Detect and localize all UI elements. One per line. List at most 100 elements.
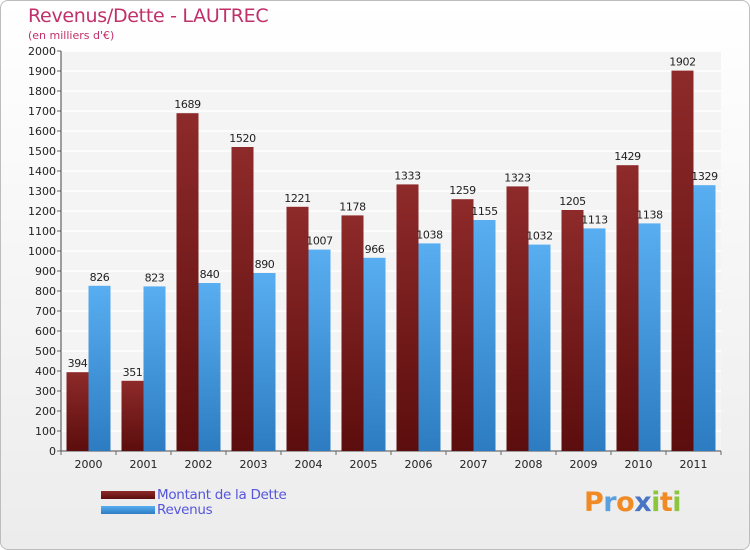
bar-revenus — [418, 243, 441, 451]
logo-letter: r — [603, 487, 617, 518]
data-label-revenus: 966 — [365, 243, 385, 256]
bar-revenus — [253, 273, 276, 451]
data-label-revenus: 1329 — [691, 170, 718, 183]
y-tick-label: 2000 — [28, 45, 56, 58]
y-tick-label: 1900 — [28, 65, 56, 78]
bar-debt — [286, 206, 309, 451]
y-tick-label: 1500 — [28, 145, 56, 158]
x-tick-label: 2003 — [240, 458, 268, 471]
data-label-debt: 1205 — [559, 195, 586, 208]
bar-debt — [231, 147, 254, 451]
bar-debt — [66, 372, 89, 451]
proxiti-logo: Proxiti — [584, 487, 682, 518]
data-label-debt: 1429 — [614, 150, 641, 163]
y-tick-label: 1600 — [28, 125, 56, 138]
bar-revenus — [198, 283, 221, 451]
y-tick-label: 0 — [49, 445, 56, 458]
y-tick-label: 1100 — [28, 225, 56, 238]
x-tick-label: 2007 — [460, 458, 488, 471]
y-tick-label: 1800 — [28, 85, 56, 98]
data-label-revenus: 1007 — [306, 235, 333, 248]
y-tick-label: 1700 — [28, 105, 56, 118]
data-label-revenus: 823 — [145, 271, 165, 284]
data-label-debt: 1333 — [394, 169, 421, 182]
y-tick-label: 700 — [35, 305, 56, 318]
bar-revenus — [638, 223, 661, 451]
y-tick-label: 600 — [35, 325, 56, 338]
y-tick-label: 900 — [35, 265, 56, 278]
data-label-debt: 394 — [68, 357, 88, 370]
y-tick-label: 100 — [35, 425, 56, 438]
data-label-revenus: 1032 — [526, 230, 552, 243]
data-label-debt: 1259 — [449, 184, 476, 197]
data-label-debt: 351 — [123, 366, 143, 379]
chart-title: Revenus/Dette - LAUTREC — [28, 5, 269, 27]
data-label-debt: 1221 — [284, 192, 310, 205]
x-tick-label: 2006 — [405, 458, 433, 471]
y-tick-label: 1400 — [28, 165, 56, 178]
logo-letter: i — [651, 487, 660, 518]
logo-letter: x — [634, 487, 652, 518]
data-label-debt: 1178 — [339, 200, 366, 213]
y-tick-label: 1000 — [28, 245, 56, 258]
data-label-debt: 1902 — [669, 56, 695, 69]
bar-debt — [121, 380, 144, 451]
bar-revenus — [363, 257, 386, 451]
bar-revenus — [473, 220, 496, 451]
data-label-debt: 1689 — [174, 98, 201, 111]
legend-label-revenus: Revenus — [157, 501, 213, 518]
logo-letter: P — [584, 487, 604, 518]
logo-letter: t — [659, 487, 673, 518]
legend-swatch-revenus — [101, 505, 155, 514]
bar-revenus — [528, 244, 551, 451]
bar-debt — [561, 210, 584, 451]
data-label-revenus: 1113 — [581, 213, 608, 226]
x-tick-label: 2011 — [680, 458, 708, 471]
x-tick-label: 2004 — [295, 458, 323, 471]
x-tick-label: 2005 — [350, 458, 378, 471]
legend-label-debt: Montant de la Dette — [157, 486, 287, 503]
bar-debt — [616, 165, 639, 451]
legend-item-debt: Montant de la Dette — [101, 486, 287, 503]
bar-debt — [341, 215, 364, 451]
data-label-debt: 1520 — [229, 132, 256, 145]
y-tick-label: 500 — [35, 345, 56, 358]
y-tick-label: 400 — [35, 365, 56, 378]
bar-debt — [671, 70, 694, 451]
x-tick-label: 2009 — [570, 458, 598, 471]
x-tick-label: 2002 — [185, 458, 213, 471]
legend-swatch-debt — [101, 490, 155, 499]
bar-revenus — [88, 285, 111, 451]
data-label-debt: 1323 — [504, 171, 531, 184]
data-label-revenus: 840 — [200, 268, 220, 281]
data-label-revenus: 826 — [90, 271, 110, 284]
bar-debt — [451, 199, 474, 451]
legend-item-revenus: Revenus — [101, 501, 287, 518]
chart-legend: Montant de la Dette Revenus — [101, 486, 287, 518]
bar-revenus — [308, 249, 331, 451]
data-label-revenus: 1138 — [636, 208, 663, 221]
bar-debt — [176, 113, 199, 451]
y-tick-label: 200 — [35, 405, 56, 418]
y-tick-label: 300 — [35, 385, 56, 398]
x-tick-label: 2001 — [130, 458, 158, 471]
y-tick-label: 1300 — [28, 185, 56, 198]
logo-letter: i — [672, 487, 682, 518]
chart-subtitle: (en milliers d'€) — [28, 29, 115, 42]
data-label-revenus: 1038 — [416, 228, 443, 241]
x-tick-label: 2008 — [515, 458, 543, 471]
data-label-revenus: 890 — [255, 258, 275, 271]
bar-revenus — [583, 228, 606, 451]
y-tick-label: 1200 — [28, 205, 56, 218]
x-tick-label: 2010 — [625, 458, 653, 471]
data-label-revenus: 1155 — [471, 205, 498, 218]
bar-debt — [506, 186, 529, 451]
logo-letter: o — [616, 487, 635, 518]
bar-debt — [396, 184, 419, 451]
y-tick-label: 800 — [35, 285, 56, 298]
x-tick-label: 2000 — [75, 458, 103, 471]
bar-revenus — [143, 286, 166, 451]
bar-chart: 0 100 200 300 400 500 600 700 800 900 1000 1100 1200… — [28, 45, 722, 471]
bar-revenus — [693, 185, 716, 451]
